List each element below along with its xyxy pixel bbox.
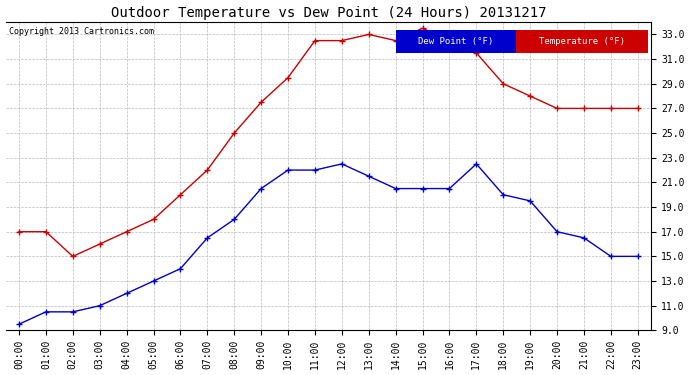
Text: Dew Point (°F): Dew Point (°F) <box>418 37 493 46</box>
Text: Copyright 2013 Cartronics.com: Copyright 2013 Cartronics.com <box>9 27 154 36</box>
Title: Outdoor Temperature vs Dew Point (24 Hours) 20131217: Outdoor Temperature vs Dew Point (24 Hou… <box>110 6 546 20</box>
FancyBboxPatch shape <box>396 30 515 53</box>
Text: Temperature (°F): Temperature (°F) <box>539 37 625 46</box>
FancyBboxPatch shape <box>515 30 648 53</box>
